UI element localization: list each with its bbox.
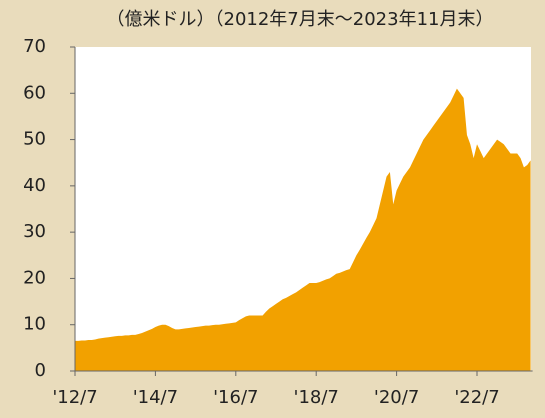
y-tick-label: 60 [23,82,46,103]
y-tick-label: 20 [23,267,46,288]
x-tick-label: '18/7 [294,387,339,408]
y-tick-label: 50 [23,129,46,150]
y-tick-label: 10 [23,314,46,335]
area [75,88,531,372]
x-tick-label: '22/7 [454,387,499,408]
y-tick-label: 30 [23,221,46,242]
chart-title: （億米ドル）（2012年7月末～2023年11月末） [107,9,494,30]
x-tick-label: '12/7 [52,387,97,408]
x-tick-label: '14/7 [133,387,178,408]
x-tick-label: '20/7 [374,387,419,408]
y-tick-label: 70 [23,36,46,57]
y-tick-label: 0 [35,360,46,381]
y-tick-label: 40 [23,175,46,196]
x-tick-label: '16/7 [213,387,258,408]
